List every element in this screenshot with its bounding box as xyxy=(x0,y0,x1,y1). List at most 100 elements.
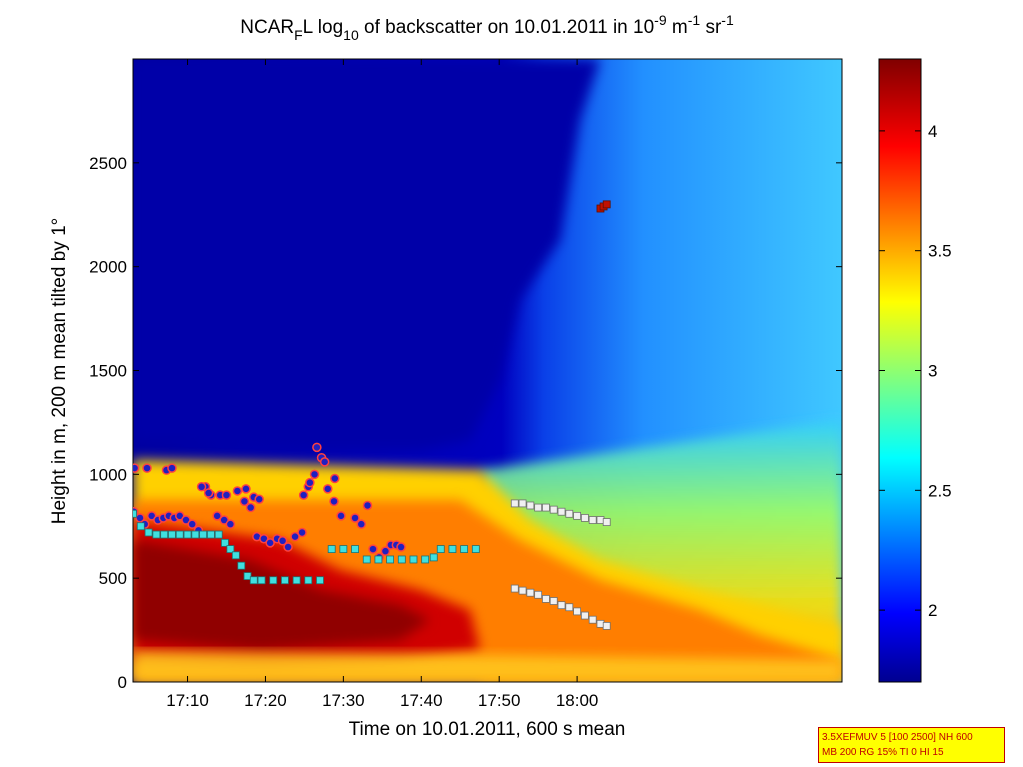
mixing-layer-point xyxy=(327,545,336,553)
y-tick-label: 1000 xyxy=(89,465,127,484)
x-tick-label: 17:10 xyxy=(166,691,209,710)
residual-layer-point xyxy=(549,505,558,514)
mixing-layer-point xyxy=(281,576,289,585)
cloud-height-point xyxy=(254,494,264,505)
mixing-layer-point xyxy=(351,545,359,553)
cloud-height-point xyxy=(239,496,250,507)
mixing-layer-point xyxy=(448,545,457,553)
cloud-height-point xyxy=(167,463,177,473)
y-tick-label: 1500 xyxy=(89,362,127,381)
cloud-height-point xyxy=(336,511,346,521)
cloud-height-point xyxy=(196,482,207,492)
residual-layer-point xyxy=(565,509,574,518)
mixing-layer-point xyxy=(471,545,480,553)
residual-layer-point xyxy=(588,615,597,624)
mixing-layer-point xyxy=(316,576,324,585)
mixing-layer-point xyxy=(397,555,406,564)
x-axis: 17:10 17:20 17:30 17:40 17:50 18:00 xyxy=(166,59,598,710)
mixing-layer-point xyxy=(199,530,208,539)
colorbar-tick-label: 3.5 xyxy=(928,242,952,261)
cloud-height-point xyxy=(142,463,152,473)
mixing-layer-point xyxy=(133,509,137,518)
mixing-layer-point xyxy=(249,576,258,585)
cloud-height-point xyxy=(290,531,300,542)
y-tick-label: 2000 xyxy=(89,258,127,277)
markers xyxy=(133,200,611,630)
cloud-height-point xyxy=(212,511,222,521)
high-cloud-point xyxy=(602,200,611,209)
cloud-height-point xyxy=(396,542,406,552)
cloud-height-point xyxy=(329,496,339,507)
cloud-height-point xyxy=(368,544,378,554)
colorbar-ticks: 2 2.5 3 3.5 4 xyxy=(879,122,952,620)
cloud-height-point xyxy=(277,536,288,546)
residual-layer-point xyxy=(580,514,589,522)
residual-layer-point xyxy=(510,584,519,593)
residual-layer-point xyxy=(542,595,550,603)
mixing-layer-point xyxy=(191,530,200,539)
mixing-layer-point xyxy=(386,555,395,564)
mixing-layer-point xyxy=(362,555,371,564)
mixing-layer-point xyxy=(221,538,229,547)
residual-layer-point xyxy=(573,511,581,520)
cloud-height-point xyxy=(323,484,333,494)
cloud-height-point xyxy=(350,513,360,523)
residual-layer-point xyxy=(549,597,558,605)
cloud-height-point xyxy=(187,519,197,529)
residual-layer-point xyxy=(557,601,566,610)
mixing-layer-point xyxy=(339,545,348,553)
cloud-height-point xyxy=(362,500,373,511)
mixing-layer-point xyxy=(257,576,266,585)
chart-title: NCARFL log10 of backscatter on 10.01.201… xyxy=(240,12,734,43)
cloud-height-point xyxy=(133,463,140,473)
residual-layer-point xyxy=(510,499,519,508)
surface-band xyxy=(133,650,842,682)
cloud-height-point xyxy=(245,502,256,513)
cloud-height-point xyxy=(283,542,293,552)
residual-layer-point xyxy=(542,503,550,512)
cloud-height-point xyxy=(312,442,322,453)
cloud-height-point xyxy=(135,513,145,523)
cloud-height-point xyxy=(305,477,315,488)
cloud-height-point xyxy=(380,546,391,556)
mixing-layer-point xyxy=(429,553,438,562)
mixing-layer-point xyxy=(175,530,184,539)
residual-layer-point xyxy=(518,586,527,595)
cloud-height-point xyxy=(298,490,309,500)
x-tick-label: 17:40 xyxy=(400,691,443,710)
y-tick-label: 500 xyxy=(99,569,127,588)
cloud-height-point xyxy=(265,538,275,548)
mixing-layer-point xyxy=(243,572,252,580)
x-tick-label: 17:20 xyxy=(244,691,287,710)
x-axis-label: Time on 10.01.2011, 600 s mean xyxy=(349,719,626,740)
mixing-layer-point xyxy=(374,555,383,564)
residual-layer-point xyxy=(557,507,566,516)
residual-layer-point xyxy=(526,588,535,597)
mixing-layer-point xyxy=(292,576,301,585)
cloud-height-point xyxy=(203,488,214,498)
mixing-layer-point xyxy=(160,530,169,539)
mixing-layer-point xyxy=(207,530,215,539)
x-tick-label: 18:00 xyxy=(556,691,599,710)
mixing-layer-point xyxy=(409,555,418,564)
mixing-layer-point xyxy=(304,576,313,585)
cloud-height-point xyxy=(221,490,232,500)
residual-layer-point xyxy=(580,611,589,620)
mixing-layer-point xyxy=(436,545,445,553)
y-axis-label: Height in m, 200 m mean tilted by 1° xyxy=(49,218,70,524)
colorbar-tick-label: 4 xyxy=(928,122,937,141)
x-tick-label: 17:50 xyxy=(478,691,521,710)
residual-layer-point xyxy=(534,503,543,512)
x-tick-label: 17:30 xyxy=(322,691,365,710)
cloud-height-point xyxy=(309,469,320,480)
residual-layer-point xyxy=(602,518,611,526)
residual-layer-point xyxy=(534,590,543,599)
y-tick-label: 0 xyxy=(118,673,127,692)
colorbar-tick-label: 2.5 xyxy=(928,481,952,500)
mixing-layer-point xyxy=(231,551,240,560)
residual-layer-point xyxy=(518,499,527,508)
info-line-2: MB 200 RG 15% TI 0 HI 15 xyxy=(822,747,944,758)
colorbar-tick-label: 3 xyxy=(928,362,937,381)
y-axis: 0 500 1000 1500 2000 2500 xyxy=(89,154,842,692)
